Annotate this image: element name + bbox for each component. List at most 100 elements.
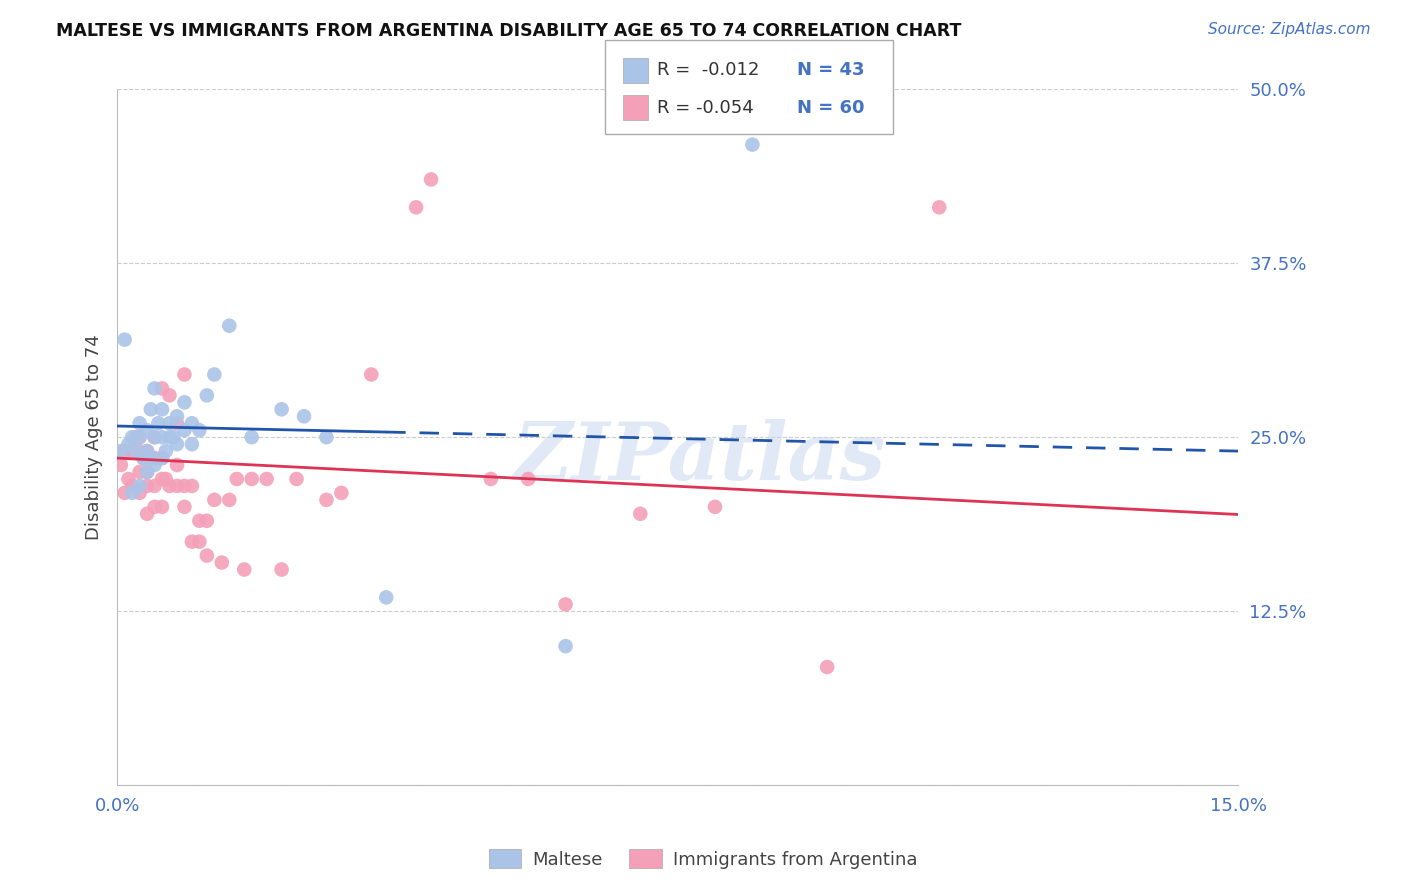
Legend: Maltese, Immigrants from Argentina: Maltese, Immigrants from Argentina <box>481 842 925 876</box>
Point <box>270 402 292 417</box>
Point <box>117 437 139 451</box>
Point <box>128 486 150 500</box>
Point <box>211 556 233 570</box>
Point <box>166 409 188 424</box>
Point <box>360 368 382 382</box>
Point <box>150 451 173 466</box>
Point <box>148 416 170 430</box>
Point <box>159 416 181 430</box>
Point <box>136 444 159 458</box>
Text: N = 60: N = 60 <box>797 99 865 117</box>
Point <box>166 437 188 451</box>
Text: Source: ZipAtlas.com: Source: ZipAtlas.com <box>1208 22 1371 37</box>
Point <box>159 430 181 444</box>
Point <box>420 172 443 186</box>
Point <box>143 479 166 493</box>
Point <box>315 492 337 507</box>
Point <box>150 430 173 444</box>
Point <box>121 430 143 444</box>
Point <box>256 472 278 486</box>
Point <box>188 423 211 437</box>
Point <box>110 458 132 472</box>
Point <box>114 444 136 458</box>
Point <box>218 318 240 333</box>
Point <box>143 430 166 444</box>
Point <box>128 444 150 458</box>
Point <box>166 479 188 493</box>
Point <box>704 500 727 514</box>
Point <box>162 430 184 444</box>
Point <box>150 500 173 514</box>
Point <box>159 479 181 493</box>
Point <box>173 395 195 409</box>
Point <box>173 479 195 493</box>
Point <box>181 416 204 430</box>
Point <box>195 388 218 402</box>
Point <box>114 486 136 500</box>
Point <box>150 472 173 486</box>
Point <box>202 492 225 507</box>
Point <box>128 416 150 430</box>
Text: R = -0.054: R = -0.054 <box>657 99 754 117</box>
Point <box>741 137 763 152</box>
Point <box>166 416 188 430</box>
Point <box>155 472 177 486</box>
Text: R =  -0.012: R = -0.012 <box>657 62 759 79</box>
Point <box>166 458 188 472</box>
Point <box>136 465 159 479</box>
Point <box>173 500 195 514</box>
Point <box>628 507 651 521</box>
Point <box>150 402 173 417</box>
Point <box>143 458 166 472</box>
Point <box>110 444 132 458</box>
Point <box>188 514 211 528</box>
Point <box>139 451 162 466</box>
Point <box>121 479 143 493</box>
Point <box>139 402 162 417</box>
Text: N = 43: N = 43 <box>797 62 865 79</box>
Point <box>132 451 155 466</box>
Point <box>815 660 838 674</box>
Point <box>121 486 143 500</box>
Point <box>155 444 177 458</box>
Point <box>128 479 150 493</box>
Point <box>240 472 263 486</box>
Point <box>125 430 148 444</box>
Point <box>240 430 263 444</box>
Point <box>225 472 247 486</box>
Point <box>136 423 159 437</box>
Point <box>136 479 159 493</box>
Point <box>143 500 166 514</box>
Point <box>173 423 195 437</box>
Point <box>128 430 150 444</box>
Point <box>114 333 136 347</box>
Point <box>292 409 315 424</box>
Point <box>150 451 173 466</box>
Point <box>233 562 256 576</box>
Point <box>270 562 292 576</box>
Point <box>202 368 225 382</box>
Point <box>143 451 166 466</box>
Point <box>554 598 576 612</box>
Point <box>195 514 218 528</box>
Point <box>517 472 540 486</box>
Point <box>132 451 155 466</box>
Point <box>181 534 204 549</box>
Point <box>181 479 204 493</box>
Point <box>128 465 150 479</box>
Point <box>136 444 159 458</box>
Point <box>143 430 166 444</box>
Point <box>479 472 502 486</box>
Point <box>117 472 139 486</box>
Point <box>554 639 576 653</box>
Point <box>121 444 143 458</box>
Point <box>150 381 173 395</box>
Point <box>928 200 950 214</box>
Text: ZIPatlas: ZIPatlas <box>515 419 886 497</box>
Y-axis label: Disability Age 65 to 74: Disability Age 65 to 74 <box>86 334 103 540</box>
Point <box>330 486 353 500</box>
Point <box>188 534 211 549</box>
Point <box>375 591 398 605</box>
Point <box>159 388 181 402</box>
Point <box>285 472 308 486</box>
